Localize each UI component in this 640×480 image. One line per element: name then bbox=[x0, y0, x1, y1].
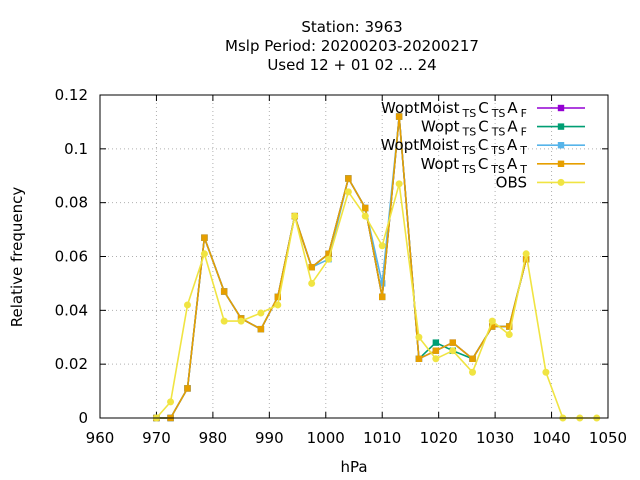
legend-label: WoptMoist TS C TS A T bbox=[381, 136, 528, 157]
legend-item: Wopt TS C TS A F bbox=[421, 118, 585, 139]
data-point bbox=[506, 323, 513, 330]
data-point bbox=[201, 234, 208, 241]
y-tick-label: 0.02 bbox=[55, 355, 88, 373]
legend-item: Wopt TS C TS A T bbox=[421, 155, 585, 176]
data-point bbox=[200, 250, 208, 258]
x-tick-label: 970 bbox=[142, 429, 171, 447]
data-point bbox=[505, 331, 513, 339]
legend-marker bbox=[557, 123, 565, 130]
x-tick-label: 1030 bbox=[476, 429, 514, 447]
y-tick-label: 0.04 bbox=[55, 301, 88, 319]
data-point bbox=[378, 242, 386, 250]
data-point bbox=[344, 188, 352, 196]
data-point bbox=[361, 212, 369, 220]
y-tick-label: 0.12 bbox=[55, 86, 88, 104]
x-tick-label: 1040 bbox=[532, 429, 570, 447]
data-point bbox=[432, 355, 440, 363]
data-point bbox=[184, 385, 191, 392]
data-point bbox=[220, 288, 228, 295]
y-tick-label: 0.06 bbox=[55, 248, 88, 266]
data-point bbox=[308, 279, 316, 287]
y-axis-label: Relative frequency bbox=[8, 187, 26, 328]
y-tick-label: 0.08 bbox=[55, 194, 88, 212]
x-tick-label: 1000 bbox=[307, 429, 345, 447]
data-point bbox=[395, 113, 403, 120]
legend-label: OBS bbox=[496, 173, 527, 191]
data-point bbox=[489, 323, 496, 330]
data-point bbox=[325, 255, 333, 263]
data-point bbox=[274, 293, 281, 301]
legend-marker bbox=[557, 104, 565, 112]
y-tick-label: 0 bbox=[78, 409, 88, 427]
data-point bbox=[449, 347, 457, 355]
title-line-station: Station: 3963 bbox=[301, 18, 402, 36]
title-line-used: Used 12 + 01 02 ... 24 bbox=[267, 56, 436, 74]
data-point bbox=[274, 301, 282, 309]
title-line-period: Mslp Period: 20200203-20200217 bbox=[225, 37, 479, 55]
data-point bbox=[522, 250, 530, 258]
plot-frame bbox=[99, 94, 609, 419]
x-tick-label: 1050 bbox=[589, 429, 627, 447]
data-point bbox=[415, 355, 423, 362]
data-point bbox=[432, 347, 440, 354]
legend-item: WoptMoist TS C TS A T bbox=[381, 136, 585, 157]
data-point bbox=[522, 255, 530, 263]
legend-marker bbox=[557, 160, 565, 167]
legend-label: Wopt TS C TS A F bbox=[421, 118, 527, 139]
legend-item: WoptMoist TS C TS A F bbox=[381, 99, 585, 120]
data-point bbox=[257, 309, 265, 317]
x-tick-label: 1020 bbox=[420, 429, 458, 447]
data-point bbox=[395, 180, 403, 188]
series-5 bbox=[152, 180, 601, 422]
y-tick-label: 0.1 bbox=[64, 140, 88, 158]
data-point bbox=[308, 264, 315, 271]
grid bbox=[100, 95, 608, 418]
x-axis-label: hPa bbox=[340, 458, 367, 476]
data-point bbox=[449, 339, 456, 346]
data-point bbox=[183, 301, 191, 309]
axis-ticks: 960 970 980 990 1000 1010 1020 1030 1040 1050 0 0.0… bbox=[55, 86, 628, 447]
data-point bbox=[237, 317, 245, 325]
data-point bbox=[542, 368, 550, 376]
data-point bbox=[220, 317, 228, 325]
legend-item: OBS bbox=[496, 173, 585, 191]
data-point bbox=[488, 317, 496, 325]
data-point bbox=[362, 204, 369, 212]
data-point bbox=[291, 212, 299, 220]
series-layer bbox=[152, 113, 601, 422]
data-point bbox=[432, 339, 440, 346]
legend-label: Wopt TS C TS A T bbox=[421, 155, 528, 176]
data-point bbox=[257, 325, 265, 333]
data-point bbox=[379, 293, 386, 301]
series-line bbox=[156, 115, 527, 419]
legend-marker bbox=[557, 142, 565, 149]
x-tick-label: 960 bbox=[86, 429, 115, 447]
data-point bbox=[469, 355, 476, 362]
chart-title: Station: 3963 Mslp Period: 20200203-2020… bbox=[225, 18, 479, 74]
x-tick-label: 980 bbox=[199, 429, 228, 447]
x-tick-label: 1010 bbox=[363, 429, 401, 447]
data-point bbox=[415, 333, 423, 341]
data-point bbox=[379, 280, 386, 287]
legend-label: WoptMoist TS C TS A F bbox=[381, 99, 527, 120]
data-point bbox=[167, 398, 175, 406]
data-point bbox=[325, 250, 332, 258]
x-tick-label: 990 bbox=[255, 429, 284, 447]
data-point bbox=[345, 175, 352, 182]
legend-marker bbox=[557, 178, 565, 186]
series-line bbox=[155, 183, 597, 419]
data-point bbox=[469, 368, 477, 376]
